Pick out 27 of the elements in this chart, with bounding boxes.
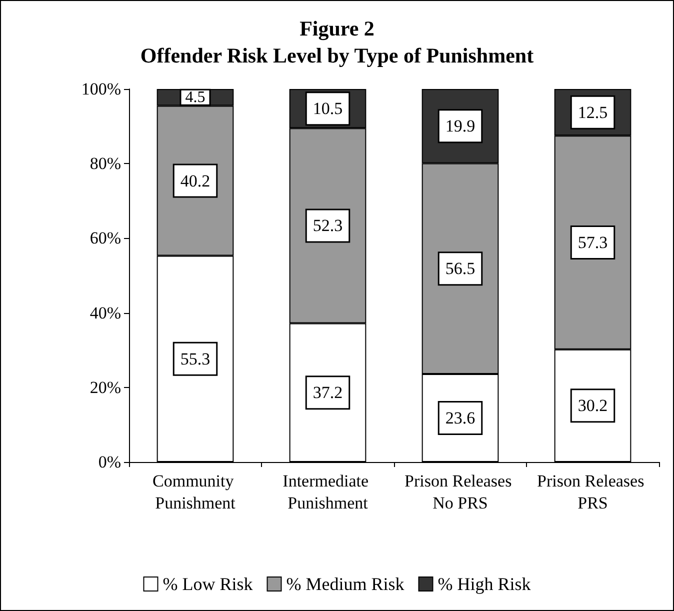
y-tick-label: 60% xyxy=(90,228,121,248)
data-label: 40.2 xyxy=(180,171,210,190)
x-tick-label: Intermediate Punishment xyxy=(282,472,373,512)
data-label: 55.3 xyxy=(180,349,210,368)
data-label: 30.2 xyxy=(578,396,608,416)
x-tick-label: Prison Releases PRS xyxy=(537,472,648,512)
y-tick-label: 40% xyxy=(90,303,121,322)
data-label: 4.5 xyxy=(185,88,206,106)
data-label: 23.6 xyxy=(445,408,476,428)
chart-title: Figure 2 xyxy=(300,16,374,40)
y-tick-label: 0% xyxy=(98,452,121,472)
data-label: 52.3 xyxy=(312,216,343,236)
y-tick-label: 80% xyxy=(90,154,121,174)
legend-label: % Low Risk xyxy=(162,574,253,594)
y-tick-label: 20% xyxy=(90,378,121,397)
data-label: 12.5 xyxy=(578,102,608,122)
x-tick-label: Prison Releases No PRS xyxy=(404,472,516,512)
data-label: 10.5 xyxy=(312,99,343,118)
x-tick-label: Community Punishment xyxy=(152,472,238,512)
legend-label: % High Risk xyxy=(438,574,531,594)
y-tick-label: 100% xyxy=(81,80,121,98)
chart-subtitle: Offender Risk Level by Type of Punishment xyxy=(140,44,534,68)
data-label: 19.9 xyxy=(445,116,476,136)
data-label: 57.3 xyxy=(578,232,608,252)
data-label: 56.5 xyxy=(445,259,476,278)
legend-label: % Medium Risk xyxy=(286,574,404,594)
data-label: 37.2 xyxy=(312,383,343,402)
